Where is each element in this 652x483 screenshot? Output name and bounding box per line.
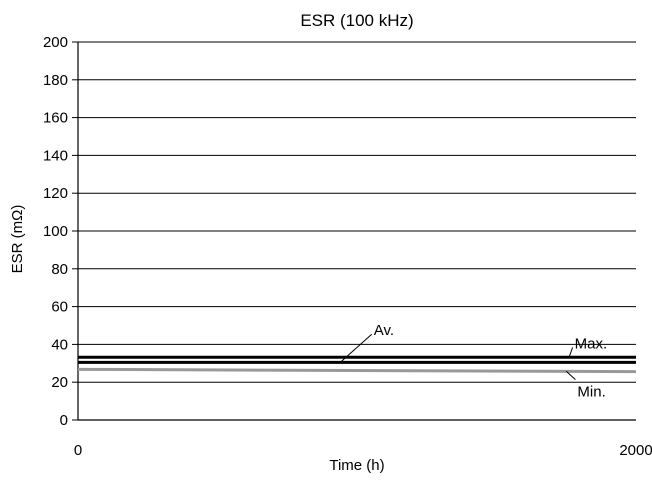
- annotation-leader-av: [339, 333, 373, 363]
- annotation-label-av: Av.: [374, 322, 394, 339]
- annotation-label-min: Min.: [577, 384, 605, 401]
- y-tick-label-120: 120: [43, 185, 68, 202]
- y-tick-label-20: 20: [51, 374, 68, 391]
- y-tick-label-140: 140: [43, 147, 68, 164]
- y-tick-label-200: 200: [43, 34, 68, 51]
- y-tick-label-180: 180: [43, 72, 68, 89]
- x-axis-label: Time (h): [329, 457, 384, 474]
- y-tick-label-80: 80: [51, 261, 68, 278]
- y-tick-label-100: 100: [43, 223, 68, 240]
- chart-title: ESR (100 kHz): [300, 11, 413, 30]
- x-tick-label-0: 0: [74, 442, 82, 459]
- annotation-leader-min: [565, 370, 576, 381]
- y-tick-label-160: 160: [43, 110, 68, 127]
- annotation-leader-max: [568, 347, 574, 358]
- series-line-min: [77, 367, 637, 374]
- grid-lines: [78, 41, 636, 383]
- annotation-label-max: Max.: [575, 335, 608, 352]
- series-lines: [77, 355, 637, 374]
- y-tick-label-60: 60: [51, 299, 68, 316]
- y-tick-label-0: 0: [60, 412, 68, 429]
- annotations: Av. Max. Min.: [339, 322, 608, 401]
- y-tick-label-40: 40: [51, 336, 68, 353]
- x-tick-label-2000: 2000: [619, 442, 652, 459]
- y-axis-label: ESR (mΩ): [9, 205, 26, 274]
